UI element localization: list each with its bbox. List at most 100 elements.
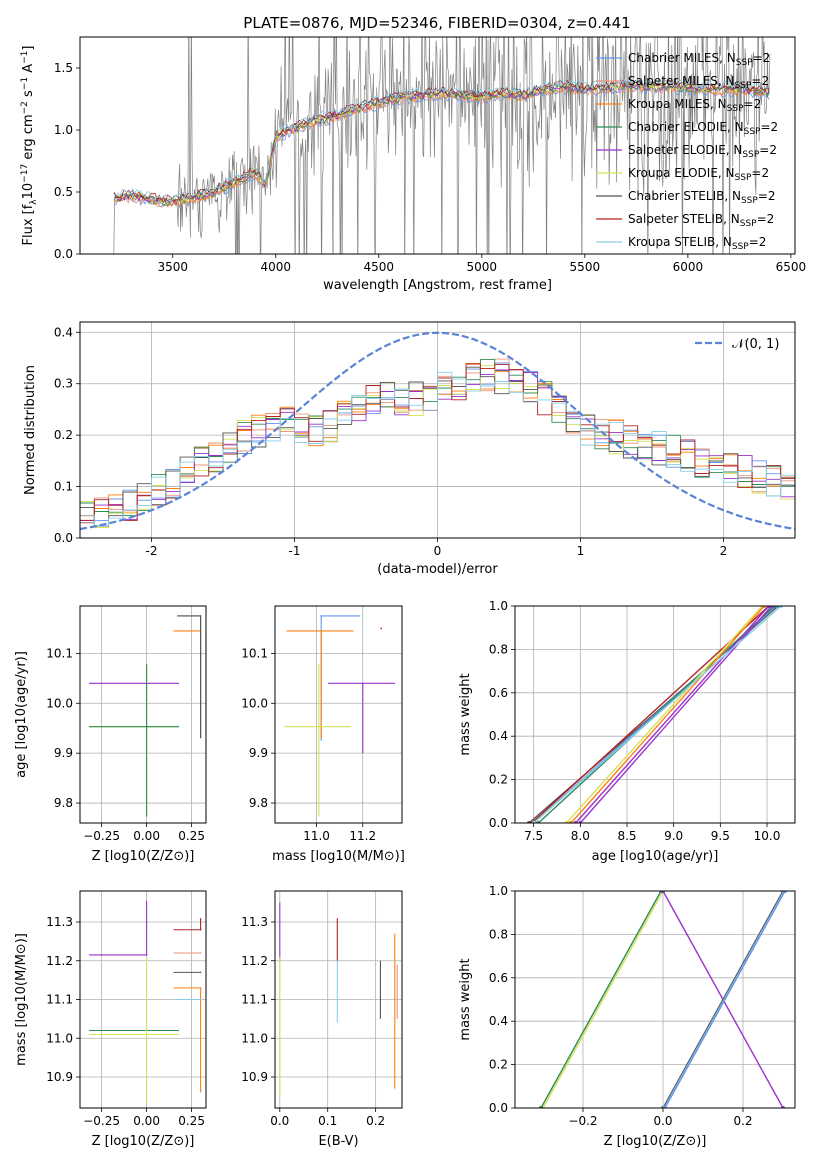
legend-entry-label: Kroupa STELIB, N [628,235,732,249]
mw-z-cumulative-line [540,891,662,1108]
spectrum-tick-label-y: 0.0 [54,247,73,261]
mw-age-tick-label-y: 0.8 [489,642,508,656]
mw-z-cumulative-line [663,891,785,1108]
mw-age-tick-label-x: 10.0 [754,829,781,843]
legend-entry-label: Kroupa MILES, N [628,97,727,111]
mw-age-tick-label-y: 1.0 [489,599,508,613]
spectrum-y-label-part: erg cm [21,114,36,163]
mw-age-tick-label-x: 9.5 [711,829,730,843]
mass-z-point [199,928,202,931]
mass-z-tick-label-y: 11.1 [46,993,73,1007]
spectrum-panel: 3500 4000 4500 5000 5500 6000 6500 0.0 0.5 1.0 1.5… [20,36,807,293]
mw-z-x-axis-label: Z [log10(Z/Z⊙)] [604,1134,707,1149]
age-z-frame [79,605,207,824]
legend-entry-label: Salpeter ELODIE, N [628,143,742,157]
mass-vs-metallicity-panel: −0.25 0.00 0.25 10.9 11.0 11.1 11.2 11.3 Z [log1… [14,890,207,1149]
mass-z-point [199,952,202,954]
mw-age-tick-label-y: 0.4 [489,729,508,743]
spectrum-tick-label-x: 3500 [157,260,188,274]
spectrum-tick-label-y: 1.5 [54,61,73,75]
spectrum-frame [79,36,796,255]
age-z-background [80,606,206,823]
legend-entry-subscript: SSP [742,150,759,160]
mass-ebv-frame [274,890,403,1109]
legend-entry-label: Salpeter MILES, N [628,74,735,88]
spectrum-y-axis-label: Flux [fλ10−17 erg cm−2 s−1 A−1] [20,46,39,246]
legend-entry-suffix: =2 [744,97,762,111]
residuals-histogram-step [80,371,795,526]
age-mass-point [361,682,364,685]
legend-entry-suffix: =2 [753,51,771,65]
age-mass-point [320,615,322,617]
age-mass-plot-area [284,615,396,817]
mw-z-tick-label-y: 1.0 [489,884,508,898]
spectrum-tick-label-x: 5500 [570,260,601,274]
residuals-y-axis-label: Normed distribution [23,365,38,495]
spectrum-tick-label-x: 4500 [364,260,395,274]
residuals-tick-label-y: 0.3 [54,377,73,391]
spectrum-x-axis-label: wavelength [Angstrom, rest frame] [323,278,552,293]
gaussian-legend-label: 𝒩(0, 1) [732,337,779,352]
residuals-tick-label-x: -2 [146,544,158,558]
mw-z-tick-label-x: −0.2 [568,1114,597,1128]
mw-z-cumulative-line [542,891,664,1108]
spectrum-model-line [113,77,770,202]
mass-weight-vs-age-panel: 7.5 8.0 8.5 9.0 9.5 10.0 0.0 0.2 0.4 0.6 0.8 1.0 age… [458,599,796,864]
mass-ebv-x-axis-label: E(B-V) [318,1134,358,1149]
mass-ebv-tick-label-y: 10.9 [241,1070,268,1084]
spectrum-y-label-part: 10 [21,183,36,200]
mass-z-point [199,998,202,1001]
legend-entry-subscript: SSP [727,104,744,114]
legend-entry-suffix: =2 [758,189,776,203]
legend-entry-label: Chabrier ELODIE, N [628,120,744,134]
residuals-tick-label-y: 0.0 [54,531,73,545]
mass-z-point [145,954,148,956]
residuals-tick-label-x: 0 [434,544,442,558]
mass-ebv-tick-label-y: 11.3 [241,915,268,929]
mw-z-frame [514,890,796,1109]
age-z-point [199,615,202,617]
age-mass-tick-label-x: 11.0 [303,829,330,843]
age-z-tick-label-y: 10.1 [46,646,73,660]
mass-vs-ebv-panel: 0.0 0.1 0.2 10.9 11.0 11.1 11.2 11.3 E(B-V) [241,890,403,1149]
legend-entry: Chabrier ELODIE, NSSP=2 [628,120,778,137]
age-vs-metallicity-panel: −0.25 0.00 0.25 9.8 9.9 10.0 10.1 Z [log10(Z/Z⊙… [14,605,207,864]
residuals-panel: -2 -1 0 1 2 0.0 0.1 0.2 0.3 0.4 (data-model)/error… [23,321,796,577]
legend-entry-suffix: =2 [760,120,778,134]
mw-age-cumulative-line [570,606,765,823]
legend-entry: Chabrier STELIB, NSSP=2 [628,189,776,206]
mw-z-cumulative-line [664,891,786,1108]
legend-entry-label: Kroupa ELODIE, N [628,166,735,180]
mw-age-cumulative-line [575,606,770,823]
age-z-y-axis-label: age [log10(age/yr)] [14,651,29,778]
spectrum-tick-label-x: 5000 [467,260,498,274]
spectrum-y-label-part: λ [29,199,39,205]
legend-entry-subscript: SSP [744,127,761,137]
spectrum-y-label-part: −17 [20,164,30,183]
spectrum-tick-label-x: 4000 [260,260,291,274]
age-z-tick-label-x: 0.00 [133,829,160,843]
mw-age-x-axis-label: age [log10(age/yr)] [592,849,719,864]
mw-age-tick-label-x: 7.5 [524,829,543,843]
age-z-tick-label-y: 10.0 [46,696,73,710]
mw-age-plot-area [527,606,783,823]
spectrum-y-label-part: −2 [20,101,30,114]
mw-age-tick-label-x: 8.0 [571,829,590,843]
age-z-x-axis-label: Z [log10(Z/Z⊙)] [92,849,195,864]
legend-entry-subscript: SSP [735,173,752,183]
spectrum-tick-label-x: 6500 [776,260,807,274]
mw-z-plot-area [539,891,787,1108]
mw-z-background [515,891,795,1108]
spectrum-tick-label-y: 1.0 [54,123,73,137]
residuals-tick-label-y: 0.4 [54,325,73,339]
residuals-frame [79,321,796,539]
residuals-x-axis-label: (data-model)/error [377,562,498,577]
mw-z-y-axis-label: mass weight [458,958,473,1040]
spectrum-y-label-part: ] [21,46,36,51]
mass-ebv-tick-label-x: 0.0 [270,1114,289,1128]
age-mass-tick-label-x: 11.2 [349,829,376,843]
mw-age-y-axis-label: mass weight [458,673,473,755]
residuals-tick-label-x: 2 [720,544,728,558]
